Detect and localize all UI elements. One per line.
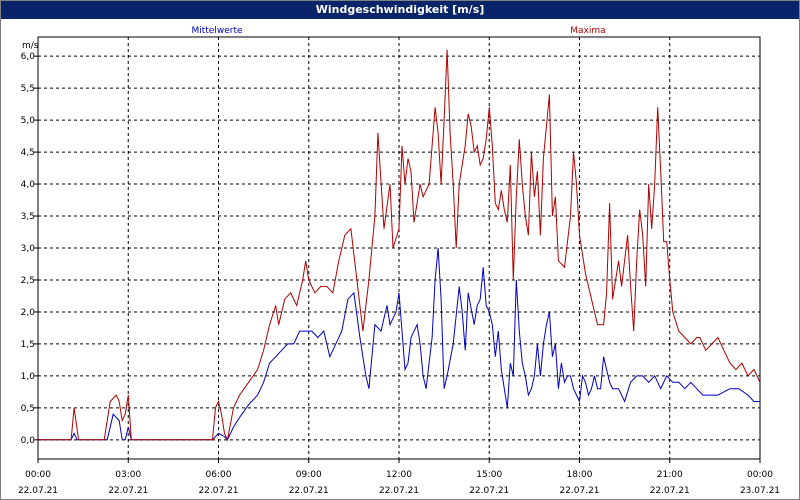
y-tick-label: 0,0 [21, 436, 36, 446]
x-tick-date: 22.07.21 [559, 486, 599, 496]
x-tick-date: 23.07.21 [740, 486, 780, 496]
x-tick-time: 00:00 [25, 470, 51, 480]
y-tick-label: 1,5 [21, 340, 35, 350]
x-tick-date: 22.07.21 [289, 486, 329, 496]
x-tick-date: 22.07.21 [108, 486, 148, 496]
x-tick-date: 22.07.21 [379, 486, 419, 496]
y-tick-label: 3,5 [21, 212, 35, 222]
x-tick-time: 09:00 [296, 470, 322, 480]
y-tick-label: 6,0 [21, 52, 36, 62]
y-axis-ticks: 0,0 0,5 1,0 1,5 2,0 2,5 3,0 3,5 4,0 4,5 5,0 5,5 6,0 [21, 52, 38, 446]
y-tick-label: 3,0 [21, 244, 36, 254]
series-lines [38, 49, 761, 442]
legend-mittelwerte: Mittelwerte [191, 26, 242, 36]
x-tick-time: 18:00 [567, 470, 593, 480]
x-axis-ticks: 00:00 22.07.21 03:00 22.07.21 06:00 22.07.21 0… [18, 459, 780, 496]
y-tick-label: 4,0 [21, 180, 36, 190]
x-tick-date: 22.07.21 [198, 486, 238, 496]
y-tick-label: 2,5 [21, 276, 35, 286]
x-tick-time: 00:00 [747, 470, 773, 480]
y-tick-label: 4,5 [21, 148, 35, 158]
x-tick-date: 22.07.21 [469, 486, 509, 496]
legend-maxima: Maxima [570, 26, 605, 36]
x-tick-time: 06:00 [206, 470, 232, 480]
y-tick-label: 0,5 [21, 404, 35, 414]
series-line-mittelwerte [38, 247, 760, 441]
x-tick-date: 22.07.21 [18, 486, 58, 496]
y-tick-label: 2,0 [21, 308, 36, 318]
x-tick-time: 21:00 [657, 470, 683, 480]
x-tick-date: 22.07.21 [650, 486, 690, 496]
y-tick-label: 5,5 [21, 84, 35, 94]
y-axis-label: m/s [22, 41, 39, 51]
x-tick-time: 03:00 [115, 470, 141, 480]
window-title: Windgeschwindigkeit [m/s] [1, 1, 799, 19]
x-tick-time: 15:00 [476, 470, 502, 480]
x-tick-time: 12:00 [386, 470, 412, 480]
y-tick-label: 5,0 [21, 116, 36, 126]
y-tick-label: 1,0 [21, 372, 36, 382]
grid-lines [38, 37, 760, 459]
series-line-maxima [38, 49, 761, 442]
